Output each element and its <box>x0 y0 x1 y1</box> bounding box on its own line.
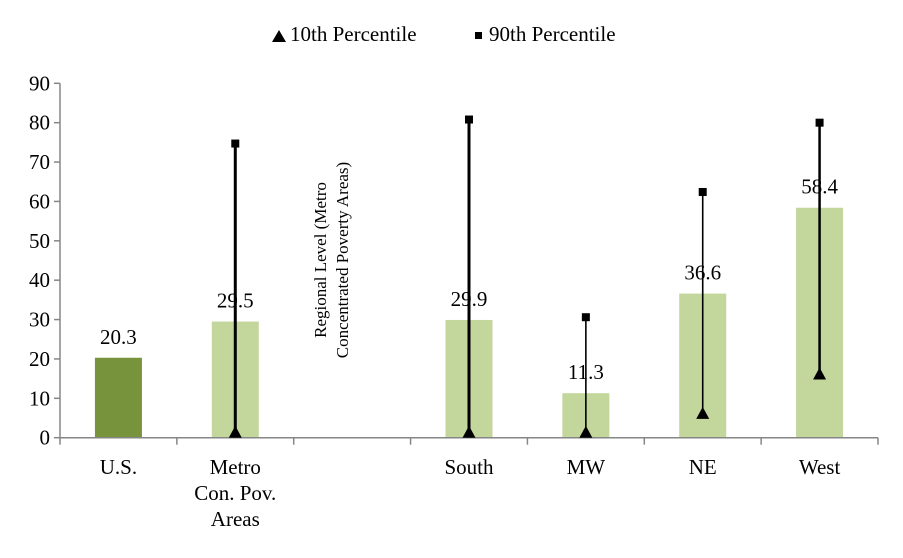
marker-90th-percentile <box>698 187 707 196</box>
x-tick-label: MW <box>567 455 606 479</box>
y-tick-label: 60 <box>29 189 50 213</box>
marker-10th-percentile <box>696 406 710 419</box>
y-tick-label: 10 <box>29 386 50 410</box>
y-tick-label: 80 <box>29 111 50 135</box>
x-tick-label: NE <box>689 455 717 479</box>
marker-10th-percentile <box>462 425 476 438</box>
y-tick-label: 50 <box>29 229 50 253</box>
x-tick-label: South <box>444 455 494 479</box>
legend-triangle-icon <box>272 30 286 42</box>
x-tick-label: Areas <box>211 507 260 531</box>
y-tick-label: 90 <box>29 71 50 95</box>
legend-label-90th: 90th Percentile <box>489 22 616 46</box>
y-tick-label: 0 <box>40 426 51 450</box>
x-tick-label: U.S. <box>100 455 137 479</box>
marker-90th-percentile <box>231 139 240 148</box>
marker-90th-percentile <box>815 118 824 127</box>
legend-square-icon <box>475 32 482 39</box>
legend: 10th Percentile 90th Percentile <box>272 22 616 46</box>
regional-level-annotation: Regional Level (Metro Concentrated Pover… <box>311 162 352 358</box>
y-tick-label: 70 <box>29 150 50 174</box>
marker-10th-percentile <box>813 367 827 380</box>
legend-label-10th: 10th Percentile <box>290 22 417 46</box>
marker-10th-percentile <box>579 425 593 438</box>
bar <box>94 357 142 438</box>
x-tick-label: West <box>799 455 841 479</box>
x-tick-label: Metro <box>210 455 261 479</box>
data-label: 20.3 <box>100 325 137 349</box>
annotation-line-2: Concentrated Poverty Areas) <box>333 162 352 358</box>
marker-90th-percentile <box>465 115 473 124</box>
marker-10th-percentile <box>228 425 242 438</box>
annotation-line-1: Regional Level (Metro <box>311 182 330 338</box>
x-tick-label: Con. Pov. <box>194 481 276 505</box>
y-tick-label: 40 <box>29 268 50 292</box>
y-tick-label: 30 <box>29 308 50 332</box>
marker-90th-percentile <box>581 313 590 322</box>
y-tick-label: 20 <box>29 347 50 371</box>
